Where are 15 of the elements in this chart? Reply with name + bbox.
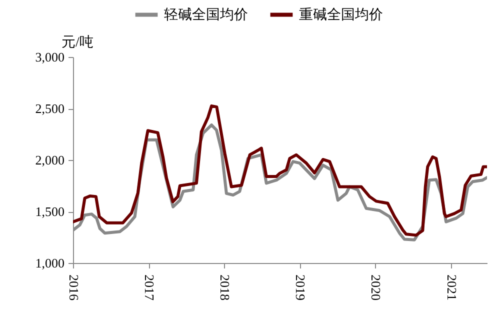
x-tick-label: 2021 <box>444 274 460 300</box>
y-axis-title: 元/吨 <box>62 34 94 50</box>
legend-label: 轻碱全国均价 <box>164 6 248 23</box>
x-tick-label: 2020 <box>368 274 384 300</box>
x-tick-label: 2017 <box>142 274 158 301</box>
x-tick-label: 2016 <box>66 274 82 301</box>
y-tick-label: 3,000 <box>35 50 64 64</box>
y-tick-label: 1,000 <box>35 256 64 270</box>
line-series <box>73 104 487 237</box>
x-tick-label: 2019 <box>293 274 308 300</box>
y-tick-label: 1,500 <box>35 204 64 219</box>
y-tick-label: 2,000 <box>35 152 64 168</box>
legend-label: 重碱全国均价 <box>299 6 383 23</box>
y-tick-label: 2,500 <box>35 101 64 116</box>
x-tick-label: 2018 <box>218 274 233 300</box>
